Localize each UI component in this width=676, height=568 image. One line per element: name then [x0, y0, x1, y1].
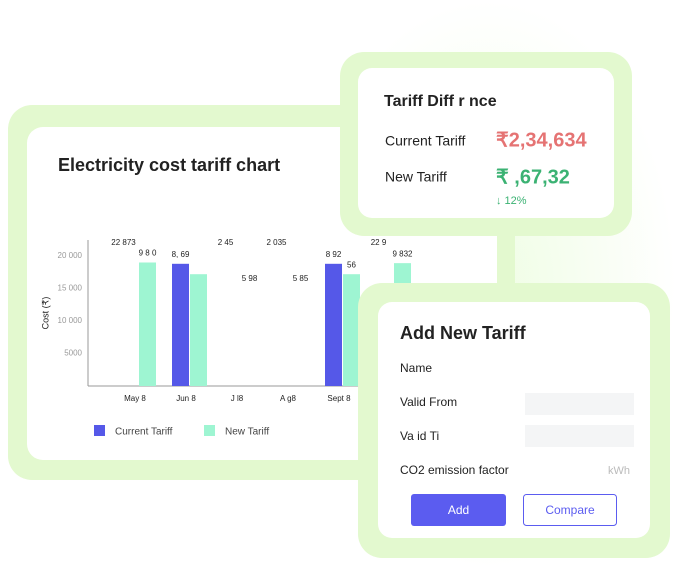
x-tick-label: A g8 — [280, 394, 297, 403]
x-tick-label: J l8 — [231, 394, 244, 403]
bar — [172, 263, 189, 386]
data-label: 8 92 — [326, 250, 342, 259]
field-label: CO2 emission factor — [400, 463, 509, 477]
chart-title: Electricity cost tariff chart — [58, 155, 280, 175]
field-label: Valid From — [400, 395, 457, 409]
tariff-label: New Tariff — [385, 169, 447, 185]
legend-label: New Tariff — [225, 427, 269, 438]
data-label: 56 — [347, 260, 356, 269]
y-axis-label: Cost (₹) — [40, 297, 50, 330]
data-label: 5 85 — [293, 274, 309, 283]
x-tick-label: May 8 — [124, 394, 146, 403]
y-tick-label: 5000 — [64, 349, 82, 358]
tariff-title: Tariff Diff r nce — [384, 93, 497, 110]
add-button[interactable] — [411, 494, 506, 526]
add-title: Add New Tariff — [400, 323, 527, 343]
field-label: Name — [400, 361, 432, 375]
data-label: 22 9 — [371, 238, 387, 247]
add-button-label: Add — [448, 503, 469, 517]
input-box[interactable] — [525, 393, 634, 415]
data-label: 9 8 0 — [139, 249, 157, 258]
add-card — [378, 302, 650, 538]
unit-label: kWh — [608, 465, 630, 477]
data-label: 8, 69 — [172, 250, 190, 259]
legend-swatch — [204, 425, 215, 436]
bar — [343, 274, 360, 386]
data-label: 5 98 — [242, 274, 258, 283]
field-label: Va id Ti — [400, 429, 439, 443]
x-tick-label: Sept 8 — [327, 394, 351, 403]
data-label: 9 832 — [392, 249, 413, 258]
tariff-change: ↓ 12% — [496, 195, 527, 207]
data-label: 2 035 — [266, 238, 287, 247]
y-tick-label: 10 000 — [58, 316, 83, 325]
bar — [190, 274, 207, 386]
legend-label: Current Tariff — [115, 427, 173, 438]
tariff-label: Current Tariff — [385, 133, 466, 149]
input-box[interactable] — [525, 425, 634, 447]
tariff-card — [358, 68, 614, 218]
tariff-value: ₹2,34,634 — [496, 129, 587, 151]
data-label: 22 873 — [111, 238, 136, 247]
bar — [325, 263, 342, 386]
data-label: 2 45 — [218, 238, 234, 247]
y-tick-label: 20 000 — [58, 251, 83, 260]
y-tick-label: 15 000 — [58, 284, 83, 293]
compare-button[interactable] — [523, 494, 617, 526]
legend-swatch — [94, 425, 105, 436]
x-tick-label: Jun 8 — [176, 394, 196, 403]
bar — [139, 262, 156, 386]
compare-button-label: Compare — [545, 503, 595, 517]
tariff-value: ₹ ,67,32 — [496, 166, 570, 188]
